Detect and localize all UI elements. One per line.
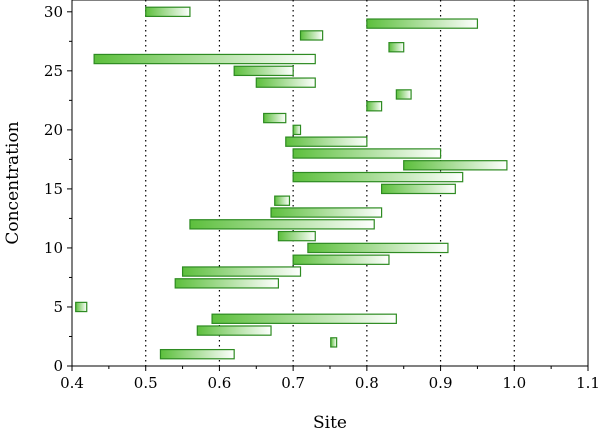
y-tick-label: 25 [44, 62, 63, 80]
x-tick-label: 0.9 [429, 374, 453, 392]
floating-bar [181, 266, 302, 277]
x-axis: 0.4 0.5 0.6 0.7 0.8 0.9 1.0 1.1 [60, 366, 600, 392]
floating-bar [381, 183, 456, 195]
y-tick-label: 5 [53, 298, 63, 316]
y-tick-label: 10 [44, 239, 63, 257]
floating-bar [299, 30, 324, 41]
floating-bar [366, 18, 479, 29]
floating-bar [403, 160, 508, 171]
x-tick-label: 1.1 [576, 374, 600, 392]
floating-bar [255, 77, 316, 88]
floating-bar [75, 301, 88, 313]
floating-bar [196, 325, 272, 336]
floating-bar [292, 171, 464, 183]
x-tick-label: 0.7 [281, 374, 305, 392]
x-tick-label: 0.4 [60, 374, 84, 392]
floating-bar [270, 207, 383, 218]
y-tick-label: 20 [44, 121, 63, 139]
floating-bar [285, 136, 368, 147]
x-tick-label: 1.0 [502, 374, 526, 392]
floating-bar [388, 42, 405, 53]
y-tick-label: 30 [44, 3, 63, 21]
floating-bar [292, 124, 302, 136]
floating-bar [189, 219, 375, 230]
floating-bar [211, 313, 397, 324]
floating-bar [145, 6, 191, 18]
x-axis-title: Site [313, 413, 347, 433]
floating-bar [159, 348, 235, 360]
floating-bar [263, 112, 287, 124]
floating-bar [174, 278, 279, 289]
bars-group [75, 6, 508, 360]
floating-bar [395, 89, 412, 100]
floating-bar [307, 242, 449, 254]
floating-bar [233, 65, 294, 77]
y-axis: 0 5 10 15 20 25 30 [44, 3, 72, 375]
floating-bar [93, 53, 316, 65]
floating-bar [292, 148, 442, 159]
floating-bar [292, 254, 390, 265]
floating-bar [330, 337, 338, 348]
x-tick-label: 0.6 [207, 374, 231, 392]
floating-bar [277, 230, 316, 242]
floating-bar [366, 101, 383, 112]
y-tick-label: 0 [53, 357, 63, 375]
y-tick-label: 15 [44, 180, 63, 198]
y-axis-title: Concentration [3, 121, 23, 244]
x-tick-label: 0.5 [134, 374, 158, 392]
floating-bar [274, 195, 291, 206]
x-tick-label: 0.8 [355, 374, 379, 392]
